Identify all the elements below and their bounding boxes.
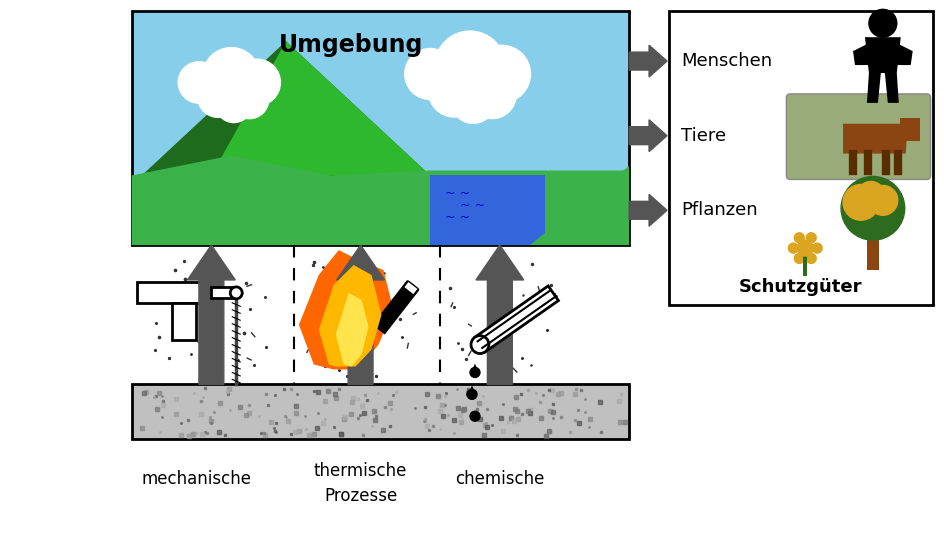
- FancyArrow shape: [476, 245, 523, 384]
- Circle shape: [797, 240, 813, 256]
- Circle shape: [203, 48, 260, 104]
- Bar: [802, 256, 806, 276]
- Circle shape: [867, 186, 897, 215]
- Polygon shape: [899, 118, 919, 141]
- Polygon shape: [298, 250, 393, 370]
- Circle shape: [404, 49, 455, 100]
- Text: chemische: chemische: [455, 470, 544, 488]
- Text: ~ ~: ~ ~: [445, 187, 470, 200]
- Text: Umgebung: Umgebung: [278, 33, 422, 57]
- Circle shape: [842, 185, 878, 220]
- Polygon shape: [430, 175, 544, 245]
- Circle shape: [787, 243, 798, 253]
- Bar: [668, 11, 932, 305]
- Polygon shape: [318, 265, 381, 366]
- Circle shape: [470, 335, 488, 354]
- Circle shape: [429, 66, 479, 117]
- Polygon shape: [896, 43, 912, 65]
- Polygon shape: [864, 37, 900, 73]
- Circle shape: [197, 76, 239, 117]
- FancyArrow shape: [187, 245, 235, 384]
- Polygon shape: [372, 280, 419, 334]
- Circle shape: [856, 181, 884, 209]
- Circle shape: [178, 62, 219, 103]
- Text: ~ ~: ~ ~: [445, 211, 470, 224]
- Text: Tiere: Tiere: [681, 127, 725, 144]
- Text: Schutzgüter: Schutzgüter: [738, 278, 862, 296]
- Circle shape: [794, 233, 803, 243]
- Circle shape: [468, 71, 515, 119]
- Circle shape: [805, 233, 816, 243]
- Circle shape: [794, 254, 803, 263]
- Polygon shape: [884, 73, 898, 103]
- Circle shape: [840, 177, 903, 240]
- Polygon shape: [172, 303, 196, 340]
- Circle shape: [805, 254, 816, 263]
- Text: ~ ~: ~ ~: [460, 199, 484, 212]
- Polygon shape: [211, 41, 430, 175]
- Circle shape: [868, 9, 896, 37]
- Polygon shape: [530, 165, 629, 245]
- FancyBboxPatch shape: [785, 94, 930, 179]
- Polygon shape: [468, 385, 475, 392]
- Circle shape: [229, 80, 268, 119]
- FancyArrow shape: [629, 45, 666, 77]
- Polygon shape: [403, 281, 418, 295]
- FancyArrow shape: [629, 120, 666, 151]
- Text: mechanische: mechanische: [142, 470, 251, 488]
- Polygon shape: [842, 124, 907, 154]
- Circle shape: [811, 243, 821, 253]
- Bar: [866, 225, 878, 270]
- FancyArrow shape: [629, 194, 666, 226]
- Text: thermische: thermische: [313, 462, 407, 480]
- Polygon shape: [335, 293, 368, 366]
- Polygon shape: [211, 287, 236, 298]
- Circle shape: [230, 287, 242, 299]
- Circle shape: [233, 59, 280, 106]
- Polygon shape: [471, 363, 478, 370]
- Polygon shape: [131, 175, 629, 245]
- Circle shape: [469, 368, 480, 377]
- Polygon shape: [142, 41, 430, 175]
- Circle shape: [466, 389, 477, 399]
- Polygon shape: [131, 156, 629, 245]
- Text: Menschen: Menschen: [681, 52, 771, 70]
- Polygon shape: [137, 282, 216, 303]
- Polygon shape: [474, 286, 558, 352]
- Bar: [131, 384, 629, 439]
- Circle shape: [434, 31, 504, 101]
- Circle shape: [450, 79, 495, 124]
- Text: Prozesse: Prozesse: [324, 487, 396, 505]
- Polygon shape: [866, 73, 880, 103]
- Circle shape: [473, 45, 530, 103]
- Bar: [131, 11, 629, 245]
- Polygon shape: [852, 43, 868, 65]
- Text: Pflanzen: Pflanzen: [681, 201, 757, 219]
- Circle shape: [469, 411, 480, 421]
- FancyArrow shape: [336, 245, 384, 384]
- Circle shape: [215, 86, 252, 123]
